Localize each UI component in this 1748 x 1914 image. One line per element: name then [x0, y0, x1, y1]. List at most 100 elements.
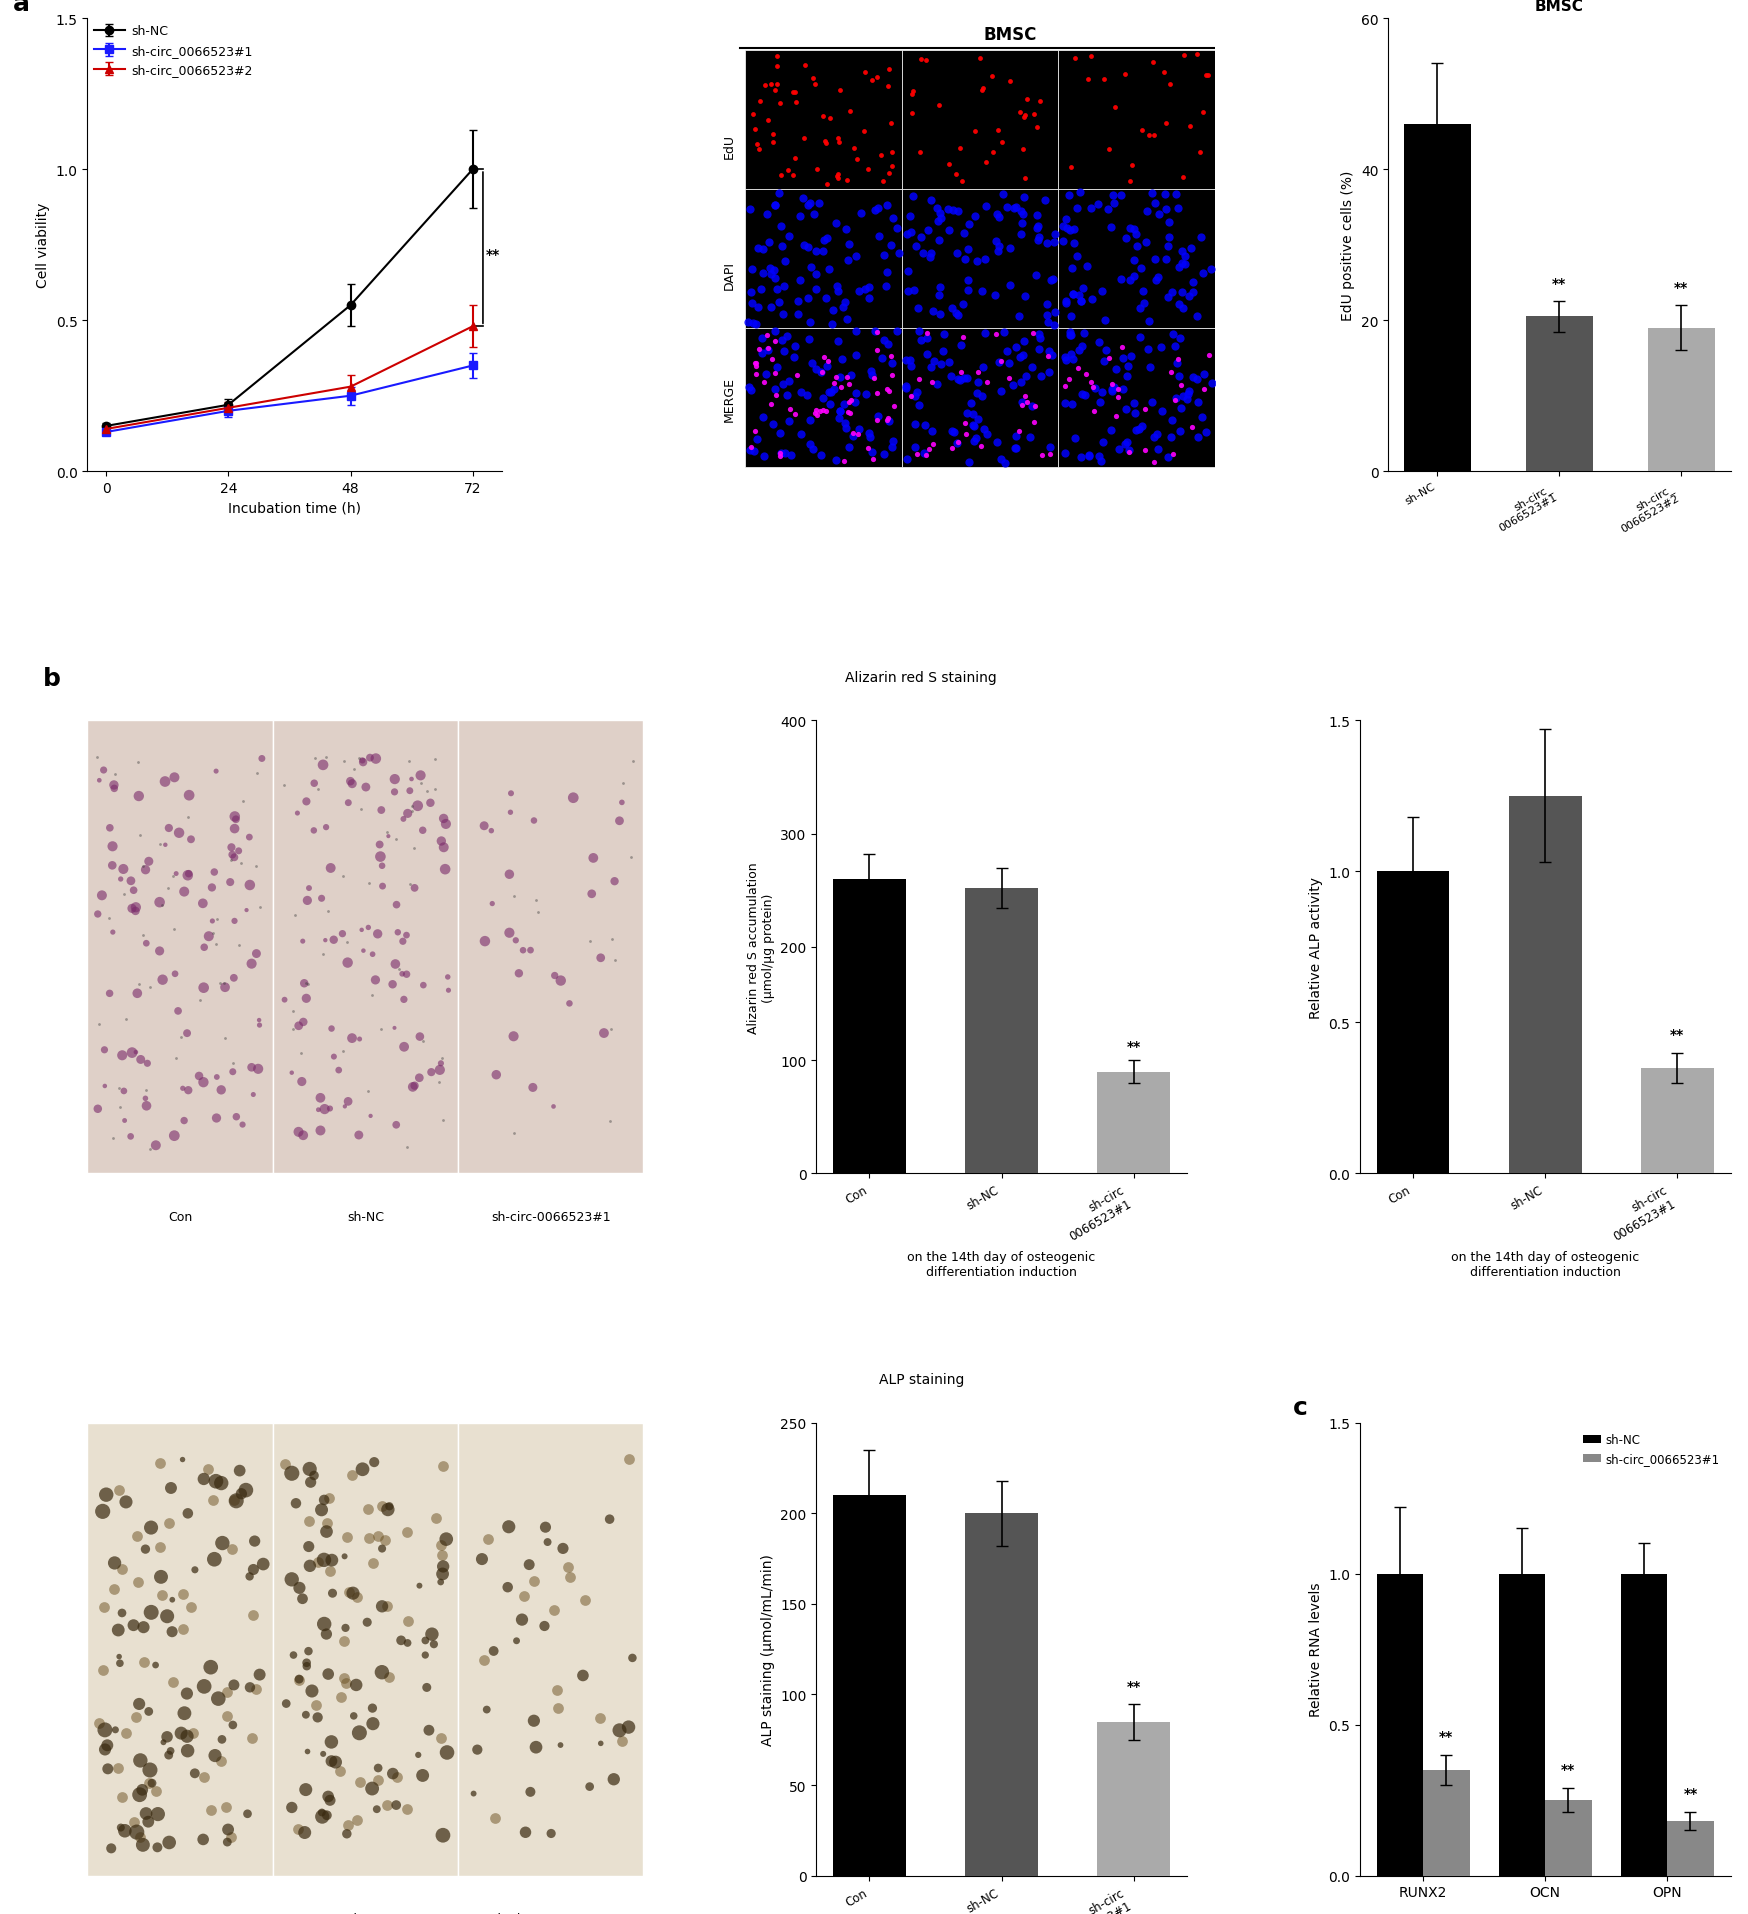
Point	[285, 1813, 313, 1843]
Point	[238, 1053, 266, 1083]
Bar	[1098, 1072, 1169, 1173]
Point	[1040, 310, 1068, 341]
Point	[1190, 360, 1218, 390]
Point	[393, 1133, 421, 1164]
Point	[220, 842, 248, 873]
Point	[802, 394, 830, 425]
Point	[294, 886, 322, 917]
Point	[919, 346, 947, 377]
Point	[156, 813, 184, 844]
Bar	[902, 52, 1059, 189]
Point	[1077, 367, 1105, 398]
Point	[762, 42, 790, 73]
Point	[302, 1690, 330, 1721]
Point	[1143, 262, 1171, 293]
Point	[829, 293, 857, 323]
Point	[834, 304, 862, 335]
Point	[147, 1562, 175, 1592]
Point	[1187, 138, 1215, 168]
Point	[330, 1541, 358, 1571]
Point	[736, 278, 764, 308]
Point	[750, 258, 778, 289]
Point	[951, 408, 979, 438]
Point	[399, 796, 427, 827]
Point	[505, 959, 533, 990]
Point	[851, 379, 879, 410]
Point	[1086, 327, 1113, 358]
Point	[743, 352, 771, 383]
Point	[1115, 438, 1143, 469]
Point	[829, 345, 857, 375]
Point	[916, 352, 944, 383]
Point	[823, 272, 851, 302]
Point	[374, 817, 402, 848]
Point	[872, 272, 900, 302]
Point	[738, 375, 766, 406]
Point	[246, 1659, 274, 1690]
Point	[1120, 260, 1148, 291]
Point	[876, 56, 904, 86]
Point	[823, 165, 851, 195]
Point	[427, 1529, 454, 1560]
Point	[294, 1736, 322, 1767]
Point	[1161, 331, 1189, 362]
Point	[91, 1734, 119, 1765]
Point	[568, 1659, 596, 1690]
Point	[823, 161, 851, 191]
Point	[605, 806, 633, 836]
Text: **: **	[1127, 1679, 1141, 1692]
Point	[122, 1816, 150, 1847]
Point	[150, 768, 178, 798]
Point	[940, 417, 968, 448]
Point	[96, 813, 124, 844]
Point	[823, 124, 851, 155]
Point	[970, 413, 998, 444]
Point	[1145, 199, 1173, 230]
Point	[753, 333, 781, 364]
Point	[857, 356, 884, 387]
Point	[1110, 375, 1138, 406]
Point	[767, 161, 795, 191]
Point	[998, 371, 1026, 402]
Point	[795, 325, 823, 356]
Point	[313, 743, 341, 773]
Point	[834, 387, 862, 417]
Point	[759, 128, 787, 159]
Point	[790, 122, 818, 153]
Point	[587, 944, 615, 974]
Point	[801, 199, 829, 230]
Point	[306, 1083, 334, 1114]
Point	[376, 1661, 404, 1692]
Point	[294, 1652, 322, 1682]
Point	[865, 222, 893, 253]
Point	[290, 1007, 318, 1037]
Point	[430, 1550, 458, 1581]
Point	[844, 419, 872, 450]
Point	[788, 184, 816, 214]
Point	[743, 348, 771, 379]
Point	[834, 362, 862, 392]
Point	[781, 88, 809, 119]
Point	[850, 117, 877, 147]
Point	[760, 264, 788, 295]
Point	[846, 415, 874, 446]
Point	[316, 1556, 344, 1587]
Point	[243, 938, 271, 968]
Point	[774, 155, 802, 186]
Point	[830, 389, 858, 419]
Point	[337, 1024, 365, 1055]
Point	[374, 1591, 402, 1621]
Point	[816, 377, 844, 408]
Point	[802, 155, 830, 186]
Point	[923, 369, 951, 400]
Point	[1033, 343, 1061, 373]
Point	[968, 352, 996, 383]
Point	[208, 1527, 236, 1558]
Point	[309, 1545, 337, 1575]
Legend: sh-NC, sh-circ_0066523#1: sh-NC, sh-circ_0066523#1	[1578, 1428, 1725, 1470]
Point	[843, 316, 871, 346]
Point	[98, 1834, 126, 1864]
Point	[201, 1740, 229, 1770]
Point	[876, 377, 904, 408]
Point	[414, 775, 442, 806]
